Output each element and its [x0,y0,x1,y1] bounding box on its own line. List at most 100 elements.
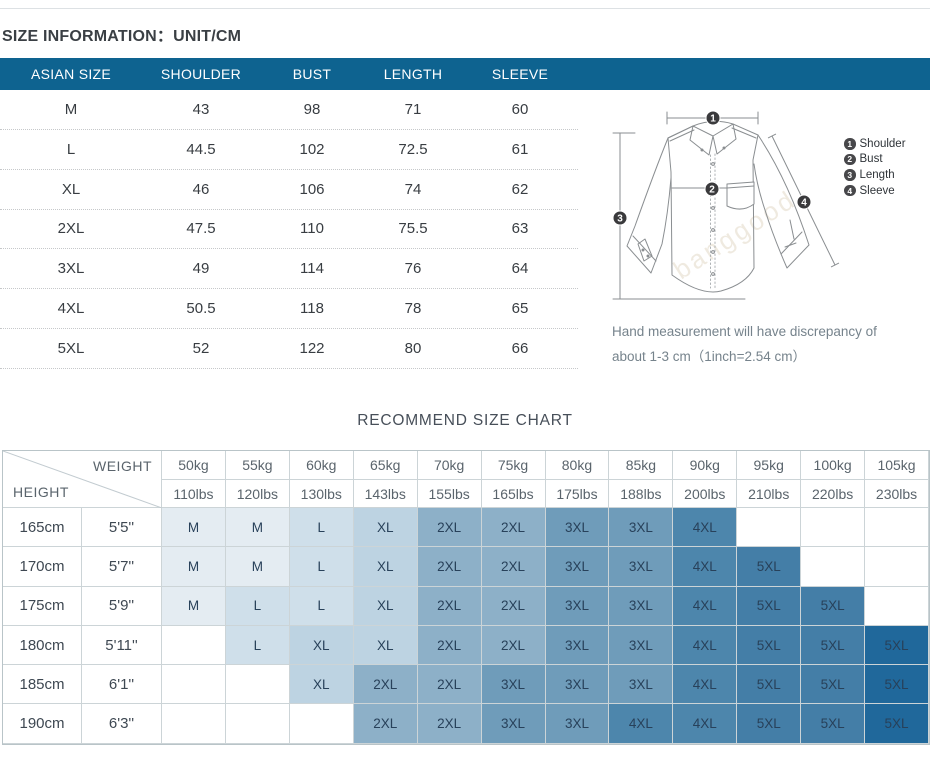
weight-lbs-cell: 230lbs [865,480,929,508]
size-recommendation-cell [865,547,929,587]
weight-lbs-cell: 210lbs [737,480,802,508]
size-table-cell: 60 [511,100,529,118]
weight-lbs-cell: 165lbs [481,480,546,508]
size-recommendation-cell: 3XL [481,665,546,705]
size-recommendation-cell: 4XL [609,704,674,744]
measurement-legend: 1 Shoulder 2 Bust 3 Length 4 Sleeve [844,136,906,198]
size-recommendation-cell: 5XL [737,625,802,666]
size-recommendation-cell: 3XL [545,508,610,548]
size-table-cell: 5XL [57,339,85,357]
size-recommendation-cell: 5XL [737,586,802,626]
measurement-note: Hand measurement will have discrepancy o… [612,319,930,369]
weight-kg-cell: 55kg [225,451,290,480]
size-recommendation-cell [801,547,866,587]
size-recommendation-cell: 3XL [545,625,610,666]
size-recommendation-cell: M [162,586,226,626]
size-table-cell: 118 [300,300,324,318]
size-table-row: M 43 98 71 60 [0,90,578,130]
size-table-cell: XL [61,180,81,198]
size-recommendation-cell: 2XL [481,508,546,548]
size-recommendation-cell [162,665,226,705]
size-recommendation-cell: 5XL [865,625,929,666]
weight-lbs-cell: 155lbs [417,480,482,508]
size-recommendation-cell [289,704,354,744]
height-cm-cell: 185cm [3,665,82,705]
size-table-row: 5XL 52 122 80 66 [0,329,578,369]
size-table-cell: 3XL [57,260,85,278]
size-table-cell: 110 [300,220,324,238]
size-table-cell: 66 [511,339,529,357]
size-recommendation-cell: M [225,508,290,548]
height-axis-label: HEIGHT [13,484,69,500]
size-recommendation-cell: 2XL [417,586,482,626]
weight-lbs-cell: 130lbs [289,480,354,508]
height-cm-cell: 190cm [3,704,82,744]
svg-text:1: 1 [710,114,716,125]
legend-label: Shoulder [859,137,906,150]
size-table-cell: 78 [404,300,422,318]
size-recommendation-cell: XL [289,665,354,705]
size-table-header-row: ASIAN SIZE SHOULDER BUST LENGTH SLEEVE [0,58,578,90]
size-table-cell: 63 [511,220,529,238]
size-table-cell: 47.5 [186,220,216,238]
legend-label: Sleeve [859,184,895,197]
shirt-diagram: banggood [605,98,850,310]
size-recommendation-cell: L [225,586,290,626]
weight-lbs-cell: 175lbs [545,480,610,508]
size-column-header: ASIAN SIZE [30,66,112,82]
weight-kg-cell: 70kg [417,451,482,480]
size-recommendation-cell: 2XL [353,704,418,744]
note-line-2: about 1-3 cm（1inch=2.54 cm） [612,349,806,364]
size-table-cell: M [64,100,78,118]
size-recommendation-cell: M [162,508,226,548]
size-table-cell: 46 [192,180,210,198]
svg-text:3: 3 [617,214,623,225]
size-recommendation-cell: 5XL [801,704,866,744]
size-recommendation-cell: 2XL [417,665,482,705]
size-table-cell: 122 [299,339,325,357]
length-badge: 3 [612,210,628,226]
weight-kg-cell: 50kg [162,451,226,480]
height-cm-cell: 165cm [3,508,82,548]
size-recommendation-cell: 2XL [481,625,546,666]
height-ft-cell: 5'7'' [82,547,162,587]
weight-kg-cell: 105kg [865,451,929,480]
size-table-cell: 75.5 [398,220,428,238]
size-recommendation-cell [737,508,802,548]
size-recommendation-cell: L [225,625,290,666]
weight-lbs-cell: 200lbs [673,480,738,508]
size-recommendation-cell: XL [353,586,418,626]
weight-kg-cell: 60kg [289,451,354,480]
legend-label: Bust [859,153,883,166]
legend-item-bust: 2 Bust [844,152,906,168]
size-table-cell: 71 [404,100,422,118]
circled-1-icon: 1 [844,138,856,150]
weight-kg-cell: 65kg [353,451,418,480]
size-table-cell: 62 [511,180,529,198]
size-recommendation-cell: 4XL [673,665,738,705]
size-table-cell: 4XL [57,300,85,318]
size-recommendation-cell: 4XL [673,625,738,666]
size-recommendation-cell: 3XL [481,704,546,744]
height-cm-cell: 175cm [3,586,82,626]
shoulder-badge: 1 [705,110,721,126]
weight-kg-cell: 95kg [737,451,802,480]
size-column-header: LENGTH [383,66,443,82]
size-column-header: SLEEVE [491,66,549,82]
size-recommendation-cell: 3XL [545,547,610,587]
size-recommendation-cell: 2XL [417,704,482,744]
size-table-cell: 65 [511,300,529,318]
weight-lbs-cell: 188lbs [609,480,674,508]
height-ft-cell: 5'5'' [82,508,162,548]
shirt-illustration: banggood [612,110,840,300]
size-recommendation-cell: 3XL [609,547,674,587]
weight-lbs-cell: 120lbs [225,480,290,508]
size-table-cell: 61 [511,140,529,158]
size-recommendation-cell: 5XL [865,665,929,705]
size-recommendation-cell: L [289,508,354,548]
height-ft-cell: 6'3'' [82,704,162,744]
size-recommendation-cell: 3XL [609,586,674,626]
size-recommendation-cell [225,704,290,744]
height-cm-cell: 170cm [3,547,82,587]
size-table-row: L 44.5 102 72.5 61 [0,130,578,170]
